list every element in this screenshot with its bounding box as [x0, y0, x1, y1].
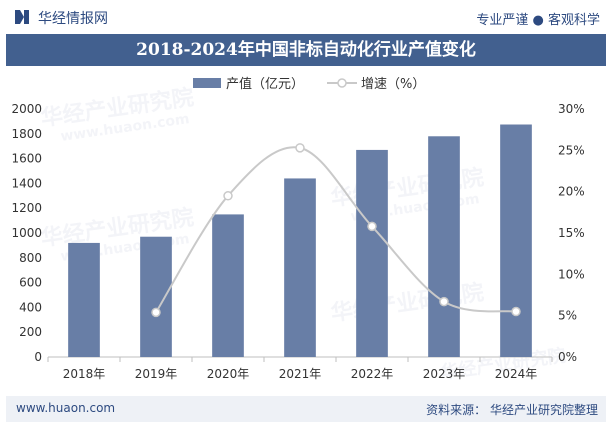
legend-label: 产值（亿元）	[226, 76, 304, 92]
growth-point	[439, 296, 449, 307]
growth-point	[295, 143, 305, 153]
y-left-tick-label: 800	[19, 251, 42, 265]
bar	[284, 178, 316, 357]
y-right-tick-label: 10%	[558, 267, 585, 281]
x-tick-label: 2020年	[207, 367, 250, 381]
legend-label: 增速（%）	[361, 77, 425, 92]
legend-bar-swatch	[193, 78, 221, 88]
x-tick-label: 2021年	[279, 367, 322, 381]
y-right-tick-label: 25%	[558, 143, 585, 157]
y-left-tick-label: 2000	[11, 102, 42, 116]
y-right-tick-label: 20%	[558, 185, 585, 199]
chart-title: 2018-2024年中国非标自动化行业产值变化	[6, 34, 606, 66]
y-left-tick-label: 600	[19, 276, 42, 290]
y-right-tick-label: 5%	[558, 309, 577, 323]
bar	[212, 214, 244, 357]
bar	[68, 242, 100, 357]
growth-point	[367, 221, 377, 232]
bar	[428, 136, 460, 357]
growth-point	[511, 306, 521, 317]
x-tick-label: 2019年	[135, 367, 178, 381]
y-left-tick-label: 1800	[11, 127, 42, 141]
y-right-tick-label: 15%	[558, 226, 585, 240]
y-left-tick-label: 400	[19, 300, 42, 314]
bar	[140, 236, 172, 357]
growth-point	[151, 307, 161, 318]
bar	[356, 149, 388, 357]
legend-line-marker	[337, 78, 347, 88]
combo-chart: 产值（亿元） 增速（%） 0 200 400 600 800 1000 1200 1400 1600…	[11, 76, 585, 381]
x-tick-label: 2023年	[423, 367, 466, 381]
tagline: 专业严谨 ● 客观科学	[476, 13, 600, 28]
footer-url: www.huaon.com	[16, 401, 116, 415]
y-left-tick-label: 1200	[11, 201, 42, 215]
growth-point	[223, 191, 233, 201]
footer: www.huaon.com 资料来源： 华经产业研究院整理	[6, 396, 606, 422]
y-right-tick-label: 30%	[558, 102, 585, 116]
y-right-tick-label: 0%	[558, 350, 577, 364]
x-tick-label: 2022年	[351, 367, 394, 381]
y-left-tick-label: 1400	[11, 176, 42, 190]
x-tick-label: 2018年	[63, 367, 106, 381]
y-left-tick-label: 200	[19, 325, 42, 339]
bar	[500, 124, 532, 357]
top-bar: 华经情报网 专业严谨 ● 客观科学	[0, 0, 612, 34]
growth-line	[155, 146, 517, 313]
x-tick-label: 2024年	[495, 367, 538, 381]
y-left-tick-label: 1000	[11, 226, 42, 240]
footer-source: 资料来源： 华经产业研究院整理	[426, 403, 598, 417]
brand-logo-icon	[15, 10, 29, 24]
y-left-tick-label: 0	[34, 350, 42, 364]
y-left-tick-label: 1600	[11, 152, 42, 166]
brand-name: 华经情报网	[38, 11, 108, 27]
